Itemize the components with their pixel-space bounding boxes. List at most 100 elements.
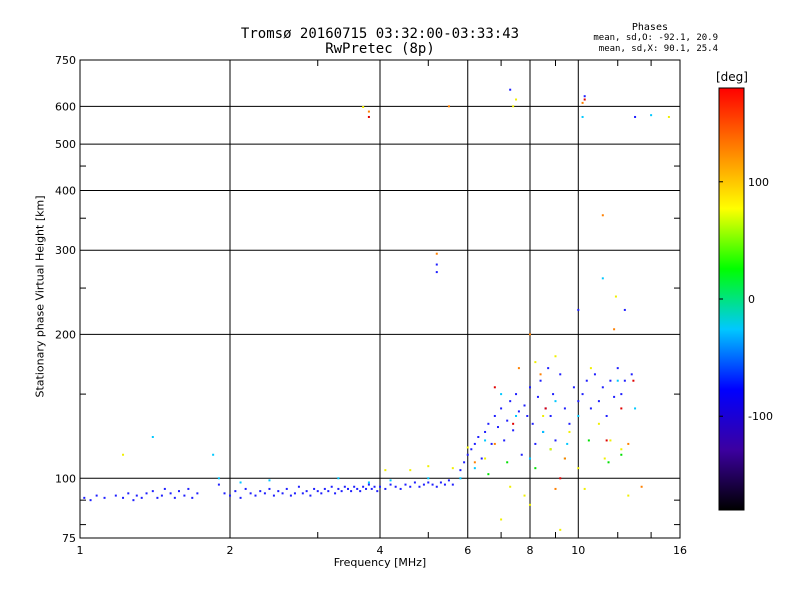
- data-point: [623, 379, 626, 382]
- x-tick-label: 4: [377, 544, 384, 557]
- data-point: [223, 492, 226, 495]
- data-point: [394, 485, 397, 488]
- data-point: [526, 414, 529, 417]
- data-point: [572, 386, 575, 389]
- data-point: [490, 442, 493, 445]
- data-point: [359, 490, 362, 493]
- y-tick-label: 300: [55, 244, 76, 257]
- phases-header: Phases: [631, 22, 668, 33]
- data-point: [601, 386, 604, 389]
- colorbar-label: [deg]: [716, 70, 748, 84]
- data-point: [389, 483, 392, 486]
- data-point: [384, 469, 387, 472]
- data-point: [409, 485, 412, 488]
- data-point: [340, 490, 343, 493]
- data-point: [362, 485, 365, 488]
- data-point: [549, 414, 552, 417]
- data-point: [601, 277, 604, 280]
- data-point: [217, 477, 220, 480]
- data-point: [627, 442, 630, 445]
- data-point: [583, 98, 586, 101]
- data-point: [431, 483, 434, 486]
- data-point: [362, 106, 365, 109]
- data-point: [587, 439, 590, 442]
- data-point: [459, 469, 462, 472]
- data-point: [259, 490, 262, 493]
- data-point: [534, 442, 537, 445]
- x-axis-label: Frequency [MHz]: [333, 556, 427, 569]
- data-point: [515, 393, 518, 396]
- data-point: [597, 400, 600, 403]
- data-point: [523, 404, 526, 407]
- data-point: [554, 439, 557, 442]
- data-point: [435, 485, 438, 488]
- data-point: [330, 485, 333, 488]
- data-point: [365, 487, 368, 490]
- data-point: [337, 477, 340, 480]
- data-point: [239, 481, 242, 484]
- data-point: [539, 373, 542, 376]
- data-point: [613, 395, 616, 398]
- data-point: [473, 442, 476, 445]
- data-point: [229, 494, 231, 497]
- data-point: [640, 485, 643, 488]
- y-tick-label: 100: [55, 472, 76, 485]
- data-point: [140, 496, 143, 499]
- data-point: [422, 483, 425, 486]
- data-point: [627, 494, 630, 497]
- data-point: [634, 407, 637, 410]
- data-point: [379, 485, 381, 488]
- data-point: [484, 430, 487, 433]
- data-point: [346, 487, 349, 490]
- data-point: [293, 492, 296, 495]
- data-point: [515, 98, 518, 101]
- data-point: [620, 448, 623, 451]
- data-point: [151, 435, 154, 438]
- x-tick-label: 8: [527, 544, 534, 557]
- data-point: [630, 373, 633, 376]
- data-point: [473, 461, 476, 464]
- data-point: [285, 487, 288, 490]
- data-point: [500, 407, 503, 410]
- data-point: [297, 485, 300, 488]
- data-point: [563, 407, 566, 410]
- y-tick-label: 750: [55, 54, 76, 67]
- data-point: [559, 528, 562, 531]
- colorbar-tick-label: 100: [748, 176, 769, 189]
- data-point: [480, 457, 483, 460]
- data-point: [544, 407, 547, 410]
- data-point: [566, 442, 569, 445]
- colorbar-tick-label: 0: [748, 293, 755, 306]
- data-point: [370, 487, 373, 490]
- data-point: [523, 494, 526, 497]
- data-point: [451, 467, 454, 470]
- data-point: [427, 481, 430, 484]
- data-point: [493, 386, 496, 389]
- data-point: [95, 494, 98, 497]
- data-point: [466, 453, 469, 456]
- data-point: [539, 379, 542, 382]
- data-point: [350, 490, 353, 493]
- colorbar-tick-label: -100: [748, 410, 773, 423]
- data-point: [554, 487, 557, 490]
- data-point: [156, 496, 159, 499]
- data-point: [512, 422, 515, 425]
- data-point: [634, 115, 637, 118]
- data-point: [191, 496, 194, 499]
- data-point: [620, 407, 623, 410]
- data-point: [367, 110, 370, 113]
- data-point: [512, 429, 515, 432]
- data-point: [320, 492, 323, 495]
- data-point: [493, 414, 496, 417]
- data-point: [451, 483, 454, 486]
- data-point: [435, 252, 438, 255]
- data-point: [534, 467, 537, 470]
- data-point: [529, 386, 531, 389]
- y-tick-label: 200: [55, 328, 76, 341]
- colorbar: [718, 87, 745, 511]
- data-point: [547, 367, 550, 370]
- y-tick-label: 600: [55, 100, 76, 113]
- data-point: [435, 263, 438, 266]
- data-point: [603, 457, 606, 460]
- data-point: [183, 494, 186, 497]
